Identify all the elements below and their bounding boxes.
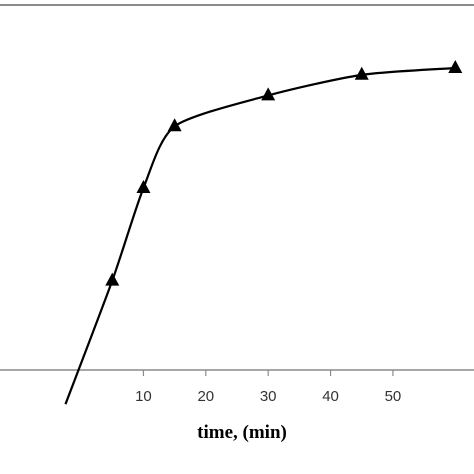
data-point-triangle [354, 66, 369, 80]
x-tick-label: 10 [135, 388, 152, 405]
x-axis-title: time, (min) [197, 422, 287, 443]
x-tick-label: 40 [322, 388, 339, 405]
data-point-triangle [105, 272, 120, 286]
data-point-triangle [261, 87, 276, 101]
x-tick-labels: 10 20 30 40 50 [135, 388, 401, 405]
x-tick-label: 30 [260, 388, 277, 405]
x-tick-marks [142, 370, 394, 376]
series-markers [105, 59, 463, 286]
data-point-triangle [136, 180, 151, 193]
series-line [64, 66, 456, 405]
x-tick-label: 50 [385, 388, 402, 405]
x-tick-label: 20 [197, 388, 214, 405]
data-point-triangle [167, 118, 182, 132]
data-point-triangle [448, 59, 463, 73]
